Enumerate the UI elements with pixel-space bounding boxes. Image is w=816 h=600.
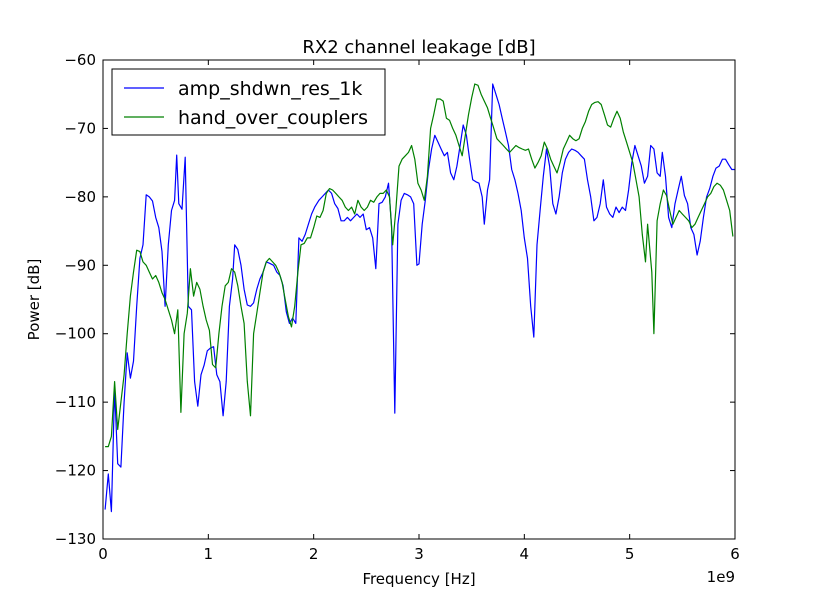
x-tick-label: 5 [625,545,635,563]
x-axis-label: Frequency [Hz] [362,570,475,588]
x-tick-label: 6 [730,545,740,563]
y-tick-label: −110 [55,393,96,411]
x-tick-label: 1 [204,545,214,563]
series-line-1 [105,83,734,448]
legend-box [111,68,386,136]
y-tick-label: −60 [64,51,96,69]
y-tick-label: −90 [64,256,96,274]
ticks-layer: 0 1 2 3 4 5 6 −130 −120 −110 −100 −90 −80 −70 −60 [55,51,740,563]
y-tick-label: −70 [64,119,96,137]
plot-area [103,60,735,539]
legend-label-1: hand_over_couplers [178,107,368,129]
x-tick-label: 4 [520,545,530,563]
series-line-0 [104,83,735,513]
y-tick-label: −130 [55,530,96,548]
chart-title: RX2 channel leakage [dB] [302,37,535,58]
y-tick-label: −80 [64,188,96,206]
series-layer [104,83,735,513]
legend: amp_shdwn_res_1k hand_over_couplers [111,68,386,136]
y-tick-label: −100 [55,325,96,343]
legend-label-0: amp_shdwn_res_1k [178,78,362,100]
y-tick-label: −120 [55,462,96,480]
y-axis-label: Power [dB] [25,259,43,341]
x-tick-label: 3 [414,545,424,563]
x-tick-label: 2 [309,545,319,563]
x-tick-label: 0 [98,545,108,563]
x-axis-offset-label: 1e9 [707,568,735,586]
